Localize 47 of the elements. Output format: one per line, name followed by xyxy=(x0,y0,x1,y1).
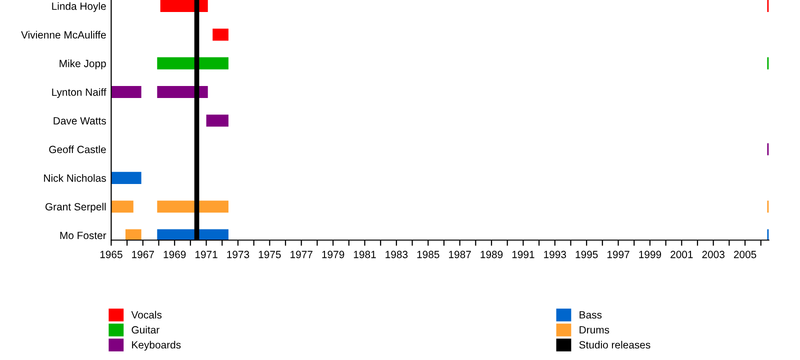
x-tick-label: 1991 xyxy=(512,250,534,258)
bar xyxy=(160,0,208,12)
bar xyxy=(157,229,228,240)
bar xyxy=(157,86,208,98)
x-tick-label: 1983 xyxy=(386,250,408,258)
y-tick-label: Lynton Naiff xyxy=(52,88,106,98)
y-tick-label: Linda Hoyle xyxy=(52,2,106,12)
y-tick-label: Nick Nicholas xyxy=(44,174,106,182)
x-tick-label: 1977 xyxy=(290,250,312,258)
x-tick-label: 1971 xyxy=(195,250,218,258)
y-tick-label: Mike Jopp xyxy=(60,60,106,70)
x-tick-label: 1989 xyxy=(480,250,503,258)
y-tick-label: Mo Foster xyxy=(60,232,106,240)
bar xyxy=(111,86,142,98)
bar xyxy=(157,200,228,213)
x-tick-label: 1993 xyxy=(544,250,566,258)
legend-label: Studio releases xyxy=(579,340,650,349)
x-tick-label: 2005 xyxy=(734,250,756,258)
x-tick-label: 1999 xyxy=(639,250,662,258)
bar xyxy=(206,114,228,127)
legend-label: Vocals xyxy=(131,310,162,319)
x-tick-label: 1995 xyxy=(576,250,598,258)
y-tick-label: Geoff Castle xyxy=(49,146,106,154)
y-tick-label: Grant Serpell xyxy=(45,202,106,213)
x-tick-label: 1965 xyxy=(100,250,122,258)
legend-label: Keyboards xyxy=(132,340,181,351)
legend-label: Drums xyxy=(580,326,610,334)
x-tick-label: 1975 xyxy=(258,250,281,258)
x-tick-label: 1997 xyxy=(607,250,630,258)
y-tick-label: Vivienne McAuliffe xyxy=(21,30,106,39)
x-tick-label: 1987 xyxy=(449,250,471,258)
x-tick-label: 1973 xyxy=(227,250,250,258)
legend-label: Guitar xyxy=(132,326,160,334)
x-tick-label: 2001 xyxy=(670,250,693,258)
bar xyxy=(111,172,142,184)
x-tick-label: 1969 xyxy=(164,250,186,258)
x-tick-label: 1967 xyxy=(132,250,154,258)
bar xyxy=(125,229,142,240)
x-tick-label: 1981 xyxy=(354,250,376,258)
x-tick-label: 1979 xyxy=(322,250,344,258)
legend-label: Bass xyxy=(580,311,602,319)
x-tick-label: 2003 xyxy=(702,250,724,258)
bar xyxy=(111,200,134,213)
bar xyxy=(157,57,228,70)
x-tick-label: 1985 xyxy=(417,250,440,258)
y-tick-label: Dave Watts xyxy=(54,117,106,125)
bar xyxy=(212,28,228,41)
